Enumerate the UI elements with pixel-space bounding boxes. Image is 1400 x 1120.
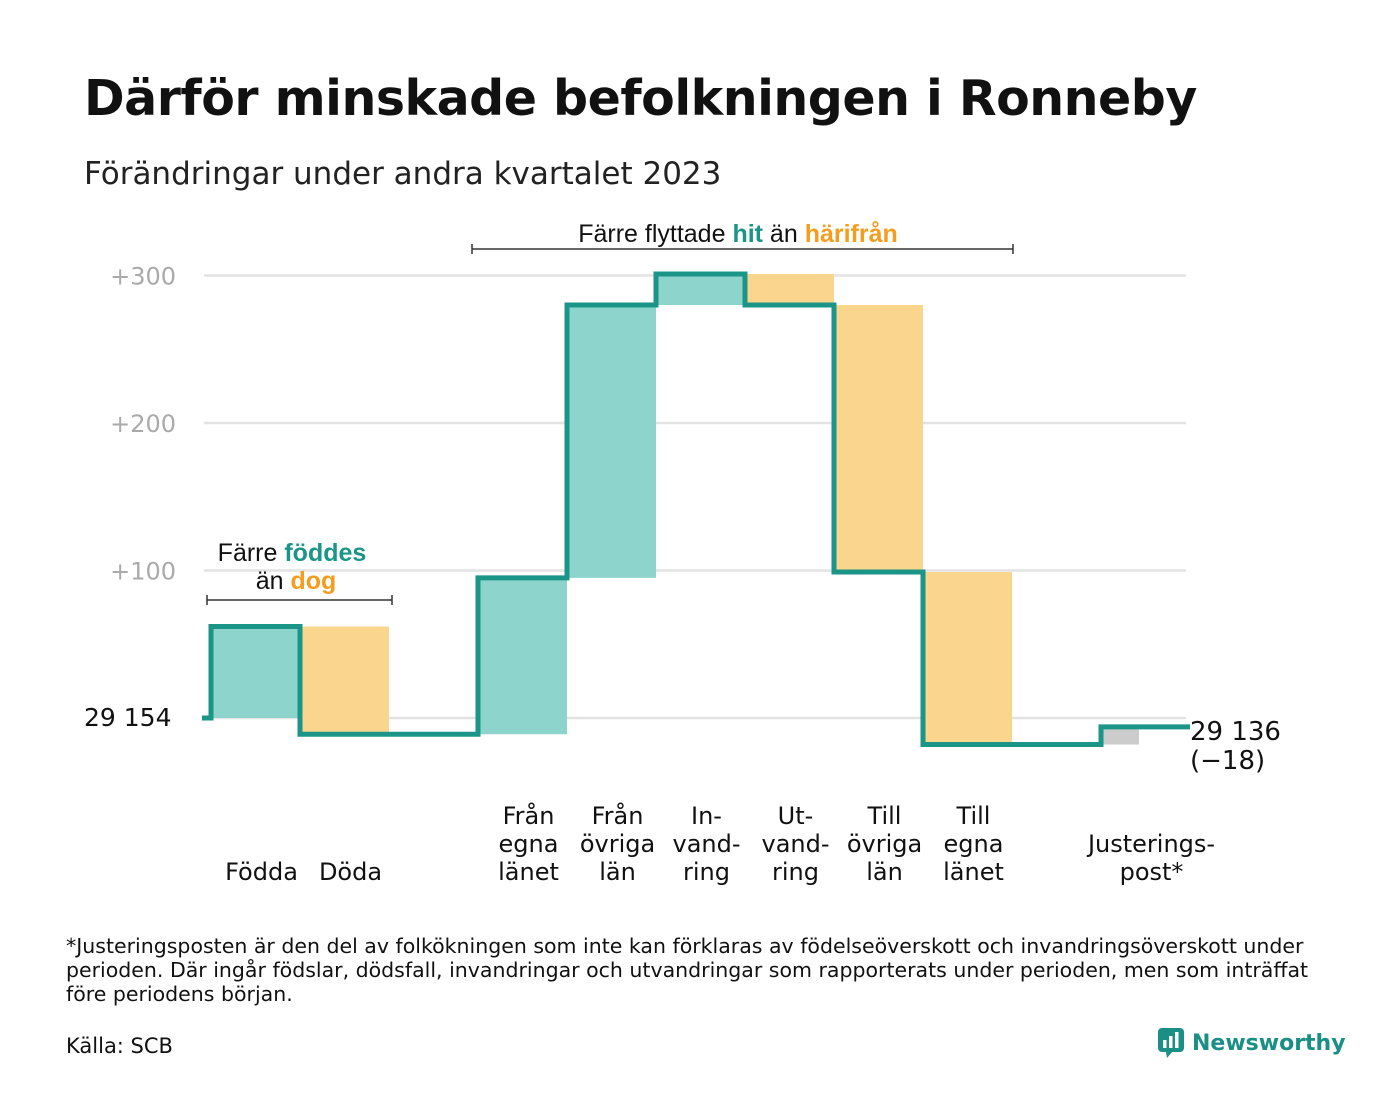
category-label: övriga	[580, 830, 655, 858]
bar-increase	[478, 577, 567, 735]
annotation-births-bracket	[206, 595, 393, 605]
step-line	[202, 271, 1190, 748]
bar-decrease	[745, 274, 834, 305]
category-label: Från	[503, 801, 555, 830]
annotation-births-line1: Färre föddes	[218, 539, 367, 567]
brand-logo[interactable]: Newsworthy	[1158, 1028, 1346, 1058]
waterfall-chart: +100+200+300 Födda DödaFrånegnalänetFrånö…	[84, 220, 1281, 886]
category-label: In-	[691, 802, 722, 830]
newsworthy-logo-icon	[1158, 1028, 1184, 1058]
category-label: egna	[499, 830, 559, 858]
category-label: Justerings-	[1086, 830, 1215, 858]
category-label: övriga	[847, 830, 922, 858]
end-value-label: 29 136	[1190, 717, 1281, 747]
annotation-migration: Färre flyttade hit än härifrån	[578, 220, 898, 248]
labels: Födda DödaFrånegnalänetFrånövrigalänIn-va…	[84, 703, 1281, 886]
category-label: ring	[772, 858, 819, 886]
category-label: egna	[944, 830, 1004, 858]
category-label: Till	[867, 802, 902, 830]
bar-decrease	[834, 305, 923, 572]
category-label: post*	[1120, 858, 1184, 886]
annotation-births-line2: än dog	[256, 567, 337, 595]
category-label: län	[866, 858, 903, 886]
chart-title: Därför minskade befolkningen i Ronneby	[84, 70, 1197, 127]
y-tick-label: +200	[110, 410, 176, 438]
cumulative-step-line	[202, 271, 1190, 748]
footnote: *Justeringsposten är den del av folkökni…	[66, 934, 1309, 1006]
end-value-label: (−18)	[1190, 746, 1265, 776]
source-label: Källa: SCB	[66, 1034, 173, 1058]
bar-decrease	[923, 571, 1012, 745]
category-label: Döda	[319, 858, 382, 886]
category-label: län	[599, 858, 636, 886]
category-label: Från	[592, 801, 644, 830]
category-label: vand-	[761, 830, 829, 858]
y-tick-label: +100	[110, 558, 176, 586]
bar-increase	[1101, 726, 1139, 745]
chart-subtitle: Förändringar under andra kvartalet 2023	[84, 156, 722, 192]
y-tick-label: +300	[110, 263, 176, 291]
annotation-migration-bracket	[471, 244, 1014, 254]
category-label: Till	[956, 802, 991, 830]
bars	[211, 274, 1139, 745]
bar-decrease	[300, 626, 389, 735]
bar-increase	[567, 305, 656, 578]
start-value-label: 29 154	[84, 703, 171, 732]
category-label: länet	[943, 858, 1004, 886]
category-label: vand-	[672, 830, 740, 858]
category-label: länet	[498, 858, 559, 886]
bar-increase	[211, 626, 300, 718]
brand-name: Newsworthy	[1192, 1030, 1346, 1056]
bar-increase	[656, 274, 745, 305]
category-label: Ut-	[778, 802, 814, 830]
category-label: ring	[683, 858, 730, 886]
category-label: Födda	[225, 858, 298, 886]
